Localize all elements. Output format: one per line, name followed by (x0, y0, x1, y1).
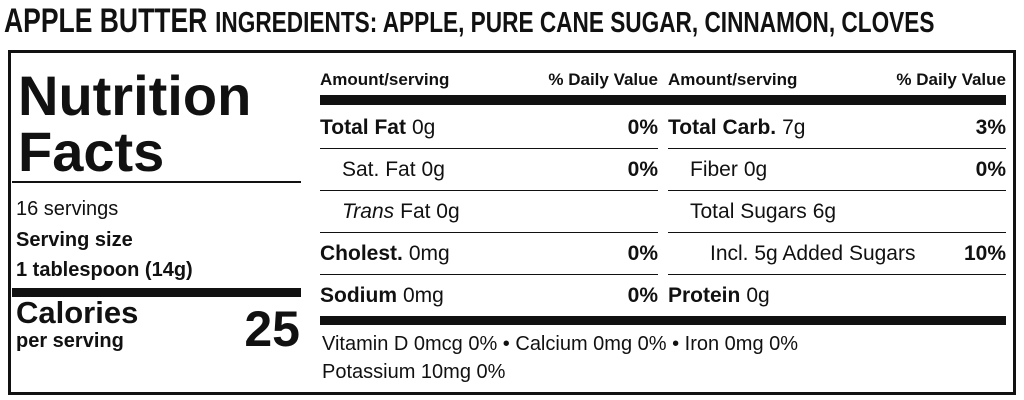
amount: 6g (812, 199, 837, 223)
thick-bar (320, 95, 1006, 105)
daily-value: 0% (627, 157, 658, 181)
daily-value: 0% (627, 241, 658, 265)
amount: 0g (421, 157, 445, 181)
title: Nutrition Facts (18, 68, 251, 180)
nutrient-row: Fiber 0g 0% (668, 149, 1006, 191)
nutrient-row: Total Fat 0g 0% (320, 107, 658, 149)
nutrient-name: Total Sugars (690, 199, 807, 223)
nutrient-name: Incl. 5g Added Sugars (710, 241, 916, 265)
dv-header: % Daily Value (548, 70, 658, 89)
serving-size: 1 tablespoon (14g) (16, 259, 193, 281)
product-name: APPLE BUTTER (4, 2, 208, 40)
ingredients: INGREDIENTS: APPLE, PURE CANE SUGAR, CIN… (215, 7, 935, 39)
nutrient-row: Trans Fat 0g (320, 191, 658, 233)
servings: 16 servings (16, 198, 119, 220)
nutrient-name: Protein (668, 284, 741, 307)
calories-label: Calories (16, 295, 139, 330)
daily-value: 3% (975, 115, 1006, 139)
calories: 25 (244, 301, 300, 357)
nutrient-row: Cholest. 0mg 0% (320, 233, 658, 275)
amount-header: Amount/serving (668, 70, 798, 89)
footer-line: Potassium 10mg 0% (322, 361, 506, 383)
nutrient-row: Sodium 0mg 0% (320, 275, 658, 317)
nutrient-name: Sodium (320, 284, 397, 307)
amount-header: Amount/serving (320, 70, 450, 89)
daily-value: 0% (627, 284, 658, 307)
serving-size-label: Serving size (16, 229, 133, 251)
label-box (8, 50, 1016, 395)
amount: 7g (782, 115, 806, 139)
column-header: Amount/serving % Daily Value (668, 70, 1006, 90)
footer-line: Vitamin D 0mcg 0% • Calcium 0mg 0% • Iro… (322, 333, 799, 355)
nutrient-name: Fiber (690, 157, 738, 181)
nutrient-row: Total Sugars 6g (668, 191, 1006, 233)
nutrient-row: Sat. Fat 0g 0% (320, 149, 658, 191)
divider (12, 181, 301, 183)
calories-sub: per serving (16, 330, 124, 352)
nutrient-row: Total Carb. 7g 3% (668, 107, 1006, 149)
thick-bar (12, 288, 301, 297)
header: APPLE BUTTER INGREDIENTS: APPLE, PURE CAN… (4, 2, 934, 41)
amount: 0g (411, 115, 436, 139)
dv-header: % Daily Value (896, 70, 1006, 89)
amount: 0mg (408, 241, 450, 265)
amount: 0g (743, 157, 768, 181)
amount: Fat 0g (400, 199, 460, 223)
nutrient-row: Incl. 5g Added Sugars 10% (668, 233, 1006, 275)
nutrient-name: Total Carb. (668, 115, 777, 139)
daily-value: 10% (963, 241, 1006, 265)
title-line: Nutrition (18, 64, 252, 127)
title-line: Facts (18, 120, 165, 183)
nutrient-row: Protein 0g (668, 275, 1006, 317)
column-header: Amount/serving % Daily Value (320, 70, 658, 90)
daily-value: 0% (627, 115, 658, 139)
nutrient-name: Cholest. (320, 241, 403, 265)
thick-bar (320, 316, 1006, 325)
nutrient-name: Trans (342, 199, 395, 223)
nutrient-name: Total Fat (320, 115, 406, 139)
nutrient-name: Sat. Fat (342, 157, 416, 181)
amount: 0mg (403, 284, 444, 307)
amount: 0g (746, 284, 770, 307)
daily-value: 0% (975, 157, 1006, 181)
